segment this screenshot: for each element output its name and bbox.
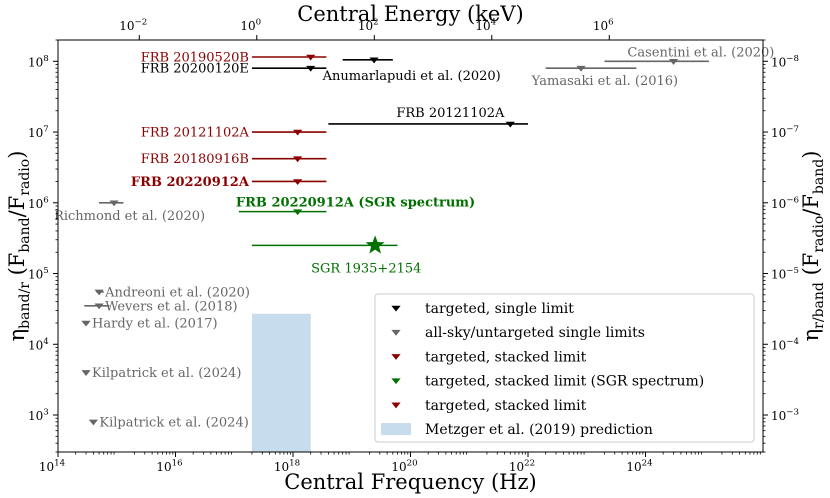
triangle-marker-3 xyxy=(668,59,679,65)
x-tick-label-0: 1014 xyxy=(39,459,66,474)
y-right-tick-label-2: 10−5 xyxy=(771,266,799,281)
top-tick-label-1: 100 xyxy=(240,18,261,33)
triangle-marker-12 xyxy=(94,289,104,296)
point-label-8: FRB 20220912A xyxy=(131,175,250,190)
point-label-16: Kilpatrick et al. (2024) xyxy=(99,415,248,430)
y-tick-label-0: 103 xyxy=(28,408,49,423)
prediction-band-layer xyxy=(251,313,311,452)
legend-marker-2 xyxy=(391,354,401,360)
legend-label-4: targeted, stacked limit xyxy=(425,398,587,414)
x-tick-label-2: 1018 xyxy=(274,459,300,474)
point-label-5: FRB 20121102A xyxy=(141,126,250,141)
triangle-marker-11 xyxy=(109,200,119,207)
top-tick-label-3: 104 xyxy=(475,18,496,33)
legend-marker-0 xyxy=(391,305,401,312)
x-tick-label-5: 1024 xyxy=(626,459,653,474)
legend-label-0: targeted, single limit xyxy=(425,301,574,317)
legend: targeted, single limit all-sky/untargeted… xyxy=(374,293,755,443)
y-tick-label-4: 107 xyxy=(28,125,49,140)
point-label-0: FRB 20190520B xyxy=(141,51,249,66)
top-tick-label-4: 106 xyxy=(593,18,614,33)
legend-label-5: Metzger et al. (2019) prediction xyxy=(425,422,653,438)
legend-patch-5 xyxy=(381,423,411,435)
y-tick-label-3: 106 xyxy=(28,195,49,210)
triangle-marker-6 xyxy=(505,121,515,128)
legend-box xyxy=(374,293,755,443)
top-tick-label-2: 102 xyxy=(358,18,379,33)
y-right-tick-label-1: 10−4 xyxy=(771,337,800,352)
point-label-13: Wevers et al. (2018) xyxy=(105,299,238,314)
top-tick-label-0: 10−2 xyxy=(119,18,147,33)
legend-marker-4 xyxy=(391,402,401,409)
legend-label-2: targeted, stacked limit xyxy=(425,349,587,365)
point-label-1: FRB 20200120E xyxy=(141,62,249,77)
y-right-tick-label-4: 10−7 xyxy=(771,125,799,140)
prediction-band xyxy=(251,313,311,452)
legend-marker-3 xyxy=(391,378,401,385)
triangle-marker-4 xyxy=(576,65,586,72)
triangle-marker-5 xyxy=(293,129,303,136)
x-axis-title: Central Frequency (Hz) xyxy=(284,470,536,494)
point-label-3: Casentini et al. (2020) xyxy=(627,45,774,60)
point-label-15: Kilpatrick et al. (2024) xyxy=(92,366,241,381)
triangle-marker-1 xyxy=(306,65,316,72)
triangle-marker-7 xyxy=(293,156,303,163)
triangle-marker-14 xyxy=(81,320,91,327)
star-marker-10 xyxy=(365,235,385,254)
triangle-marker-13 xyxy=(94,303,104,310)
triangle-marker-0 xyxy=(306,54,316,61)
triangle-marker-9 xyxy=(293,209,303,216)
x-tick-label-4: 1022 xyxy=(509,459,535,474)
x-tick-label-3: 1020 xyxy=(391,459,417,474)
x-tick-label-1: 1016 xyxy=(156,459,182,474)
top-axis-title: Central Energy (keV) xyxy=(297,2,523,26)
y-tick-label-1: 104 xyxy=(28,337,49,352)
point-label-7: FRB 20180916B xyxy=(141,152,249,167)
point-label-6: FRB 20121102A xyxy=(396,106,505,121)
point-label-4: Yamasaki et al. (2016) xyxy=(531,74,678,89)
y-left-axis-title: ηband/r (Fband/Fradio) xyxy=(5,151,33,342)
triangle-marker-16 xyxy=(88,419,98,426)
y-right-tick-label-3: 10−6 xyxy=(771,195,799,210)
triangle-marker-2 xyxy=(369,57,379,64)
triangle-marker-8 xyxy=(293,179,303,186)
y-right-tick-label-0: 10−3 xyxy=(771,408,799,423)
y-right-tick-label-5: 10−8 xyxy=(771,54,799,69)
point-label-9: FRB 20220912A (SGR spectrum) xyxy=(236,196,475,211)
point-label-2: Anumarlapudi et al. (2020) xyxy=(322,69,501,84)
legend-label-3: targeted, stacked limit (SGR spectrum) xyxy=(425,374,704,390)
point-label-10: SGR 1935+2154 xyxy=(311,261,421,276)
legend-marker-1 xyxy=(391,329,401,336)
point-label-11: Richmond et al. (2020) xyxy=(54,209,205,224)
point-label-14: Hardy et al. (2017) xyxy=(92,316,218,331)
y-right-axis-title: ηr/band (Fradio/Fband) xyxy=(799,151,827,342)
y-tick-label-5: 108 xyxy=(28,54,49,69)
triangle-marker-15 xyxy=(81,370,91,376)
frame-layer: 1014 1016 1018 1020 1022 1024 10−2 100 102 104 106… xyxy=(5,2,827,494)
legend-label-1: all-sky/untargeted single limits xyxy=(425,325,645,341)
point-label-12: Andreoni et al. (2020) xyxy=(104,285,250,300)
y-tick-label-2: 105 xyxy=(28,266,49,281)
